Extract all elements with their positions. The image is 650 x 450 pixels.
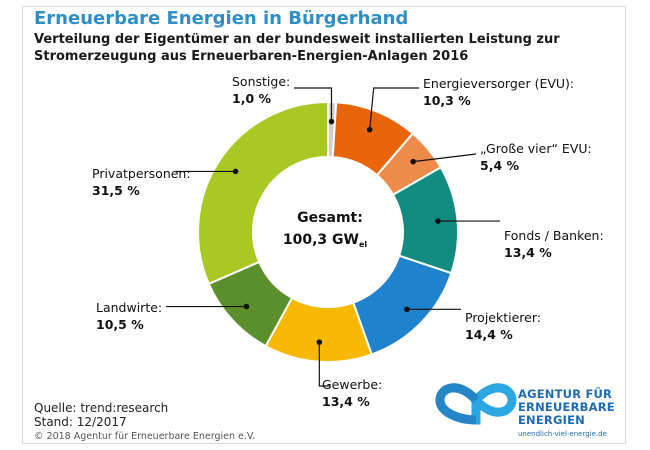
source-note: Quelle: trend:research Stand: 12/2017 (34, 401, 168, 429)
chart-subtitle: Verteilung der Eigentümer an der bundesw… (34, 31, 560, 65)
slice-name-4: Projektierer: (465, 310, 541, 325)
slice-value-4: 14,4 % (465, 327, 513, 342)
slice-4 (351, 254, 453, 356)
infinity-logo-shade (435, 383, 480, 425)
slice-value-1: 10,3 % (423, 93, 471, 108)
slice-value-6: 10,5 % (96, 317, 144, 332)
subtitle-line-1: Verteilung der Eigentümer an der bundesw… (34, 32, 560, 47)
slice-name-0: Sonstige: (232, 74, 290, 89)
aee-logo (435, 383, 517, 425)
source-line: Quelle: trend:research (34, 401, 169, 415)
slice-7 (197, 100, 329, 286)
chart-title: Erneuerbare Energien in Bürgerhand (34, 8, 409, 29)
label-leader-lines (166, 87, 500, 387)
logo-url: unendlich-viel-energie.de (518, 430, 607, 438)
stand-line: Stand: 12/2017 (34, 415, 127, 429)
center-label-title: Gesamt: (297, 210, 363, 226)
center-label: Gesamt: 100,3 GWel (283, 210, 368, 249)
donut-slices (197, 100, 459, 363)
leader-line-5 (318, 342, 330, 387)
center-label-value: 100,3 GWel (283, 232, 368, 249)
slice-value-3: 13,4 % (504, 245, 552, 260)
logo-line-2: ERNEUERBARE (518, 400, 615, 414)
slice-name-1: Energieversorger (EVU): (423, 76, 574, 91)
center-value-unit: el (359, 240, 367, 249)
agency-logo-text: AGENTUR FÜR ERNEUERBARE ENERGIEN unendli… (518, 388, 615, 441)
slice-value-5: 13,4 % (322, 394, 370, 409)
slice-name-7: Privatpersonen: (92, 166, 191, 181)
leader-line-2 (413, 153, 477, 163)
logo-line-1: AGENTUR FÜR (518, 387, 613, 401)
leader-line-1 (369, 87, 419, 130)
copyright-note: © 2018 Agentur für Erneuerbare Energien … (34, 431, 256, 442)
slice-labels: Sonstige: 1,0 % Energieversorger (EVU): 10,… (92, 74, 604, 409)
slice-value-2: 5,4 % (480, 158, 519, 173)
leader-line-0 (294, 87, 333, 122)
slice-name-5: Gewerbe: (322, 377, 382, 392)
slice-value-7: 31,5 % (92, 183, 140, 198)
slice-name-2: „Große vier“ EVU: (480, 141, 592, 156)
slice-name-6: Landwirte: (96, 300, 162, 315)
slice-name-3: Fonds / Banken: (504, 228, 604, 243)
logo-line-3: ENERGIEN (518, 413, 585, 427)
center-value-text: 100,3 GW (283, 232, 359, 248)
subtitle-line-2: Stromerzeugung aus Erneuerbaren-Energien… (34, 49, 469, 64)
slice-value-0: 1,0 % (232, 91, 271, 106)
